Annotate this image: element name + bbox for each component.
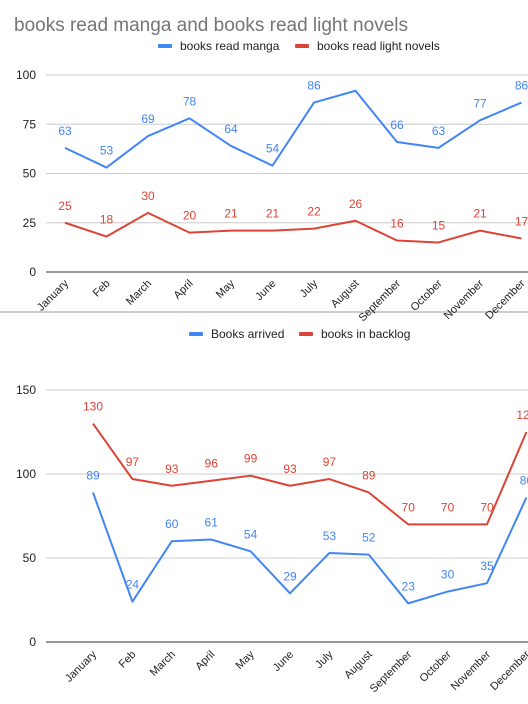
chart-1-x-tick-label: November	[442, 277, 487, 322]
chart-1-series-line	[64, 89, 522, 169]
chart-2-y-tick-label: 50	[23, 551, 37, 565]
chart-1-y-tick-label: 50	[23, 167, 37, 181]
chart-2-x-tick-label: September	[368, 648, 415, 695]
chart-2-series-line	[92, 423, 528, 526]
chart-2-data-label: 89	[362, 468, 376, 482]
chart-2-data-label: 29	[283, 569, 297, 583]
chart-1-data-label: 26	[349, 197, 363, 211]
chart-2-x-tick-label: November	[449, 648, 494, 693]
chart-2-y-tick-label: 100	[16, 467, 36, 481]
chart-2-data-label: 96	[205, 457, 219, 471]
chart-1-data-label: 63	[432, 124, 446, 138]
chart-2-data-label: 89	[86, 468, 100, 482]
chart-1-data-label: 21	[473, 207, 487, 221]
chart-2-data-label: 97	[126, 455, 140, 469]
chart-1-data-label: 16	[390, 216, 404, 230]
chart-1-data-label: 53	[100, 144, 114, 158]
chart-2-data-label: 53	[323, 529, 337, 543]
chart-2-data-label: 86	[520, 474, 528, 488]
chart-1-data-label: 66	[390, 118, 404, 132]
chart-1-y-tick-label: 75	[23, 117, 37, 131]
chart-2-legend-label: Books arrived	[211, 327, 284, 341]
chart-1-data-label: 30	[141, 189, 155, 203]
chart-2-data-label: 35	[480, 559, 494, 573]
chart-2-y-tick-label: 150	[16, 383, 36, 397]
chart-1-data-label: 63	[58, 124, 72, 138]
chart-1-data-label: 54	[266, 142, 280, 156]
chart-1-x-tick-label: May	[214, 277, 238, 301]
chart-2-data-label: 93	[283, 462, 297, 476]
chart-2-data-label: 99	[244, 452, 258, 466]
chart-2-data-label: 93	[165, 462, 179, 476]
chart-1-x-tick-label: October	[408, 277, 444, 313]
chart-2-x-tick-label: April	[193, 649, 217, 673]
chart-1-data-label: 22	[307, 205, 321, 219]
chart-1-data-label: 64	[224, 122, 238, 136]
chart-1-x-tick-label: January	[35, 277, 72, 314]
chart-2-x-tick-label: December	[488, 648, 528, 693]
chart-1-data-label: 77	[473, 96, 487, 110]
chart-2-y-tick-label: 0	[29, 635, 36, 649]
chart-1-data-label: 15	[432, 218, 446, 232]
chart-2-x-tick-label: June	[271, 649, 296, 674]
chart-1-x-tick-label: March	[124, 278, 154, 308]
chart-1-y-tick-label: 0	[29, 265, 36, 279]
chart-1-data-label: 18	[100, 213, 114, 227]
chart-1-data-label: 20	[183, 209, 197, 223]
chart-2-data-label: 54	[244, 527, 258, 541]
chart-2-data-label: 61	[205, 516, 219, 530]
chart-2-data-label: 130	[83, 400, 103, 414]
chart-1-data-label: 86	[515, 79, 528, 93]
chart-1-data-label: 21	[224, 207, 238, 221]
chart-1-x-tick-label: June	[253, 278, 278, 303]
chart-1-y-tick-label: 100	[16, 68, 36, 82]
chart-1-legend-swatch	[295, 44, 309, 48]
chart-1-x-tick-label: July	[298, 277, 321, 300]
chart-2-x-tick-label: May	[234, 648, 258, 672]
chart-2-legend-swatch	[299, 332, 313, 336]
chart-2-data-label: 125	[516, 408, 528, 422]
chart-2-data-label: 30	[441, 568, 455, 582]
chart-2-data-label: 24	[126, 578, 140, 592]
chart-1-y-tick-label: 25	[23, 216, 37, 230]
chart-1-legend-label: books read manga	[180, 39, 280, 53]
chart-1-x-tick-label: December	[483, 277, 528, 322]
chart-2-data-label: 60	[165, 517, 179, 531]
chart-1-data-label: 25	[58, 199, 72, 213]
chart-1-data-label: 17	[515, 215, 528, 229]
chart-2-x-tick-label: March	[148, 649, 178, 679]
chart-1-legend-label: books read light novels	[317, 39, 440, 53]
chart-1-data-label: 86	[307, 79, 321, 93]
chart-1-x-tick-label: Feb	[91, 278, 113, 300]
chart-2-data-label: 70	[480, 500, 494, 514]
chart-2-x-tick-label: January	[63, 648, 100, 685]
chart-2-x-tick-label: Feb	[117, 649, 139, 671]
chart-1-x-tick-label: April	[172, 278, 196, 302]
chart-2-x-tick-label: October	[418, 648, 454, 684]
chart-1-legend-swatch	[158, 44, 172, 48]
chart-1-x-tick-label: September	[357, 277, 404, 324]
chart-2-legend-swatch	[189, 332, 203, 336]
chart-1-x-tick-label: August	[329, 278, 362, 311]
chart-1-title: books read manga and books read light no…	[14, 15, 408, 36]
chart-1-series-line	[64, 211, 522, 244]
chart-2-x-tick-label: August	[342, 649, 375, 682]
chart-1-data-label: 78	[183, 94, 197, 108]
chart-1-data-label: 69	[141, 112, 155, 126]
chart-2-data-label: 97	[323, 455, 337, 469]
chart-2-series-line	[92, 492, 528, 605]
chart-2-data-label: 52	[362, 531, 376, 545]
chart-2-x-tick-label: July	[313, 648, 336, 671]
chart-2-data-label: 23	[402, 579, 416, 593]
chart-2-data-label: 70	[441, 500, 455, 514]
chart-2-legend-label: books in backlog	[321, 327, 410, 341]
chart-2-data-label: 70	[402, 500, 416, 514]
chart-1-data-label: 21	[266, 207, 280, 221]
